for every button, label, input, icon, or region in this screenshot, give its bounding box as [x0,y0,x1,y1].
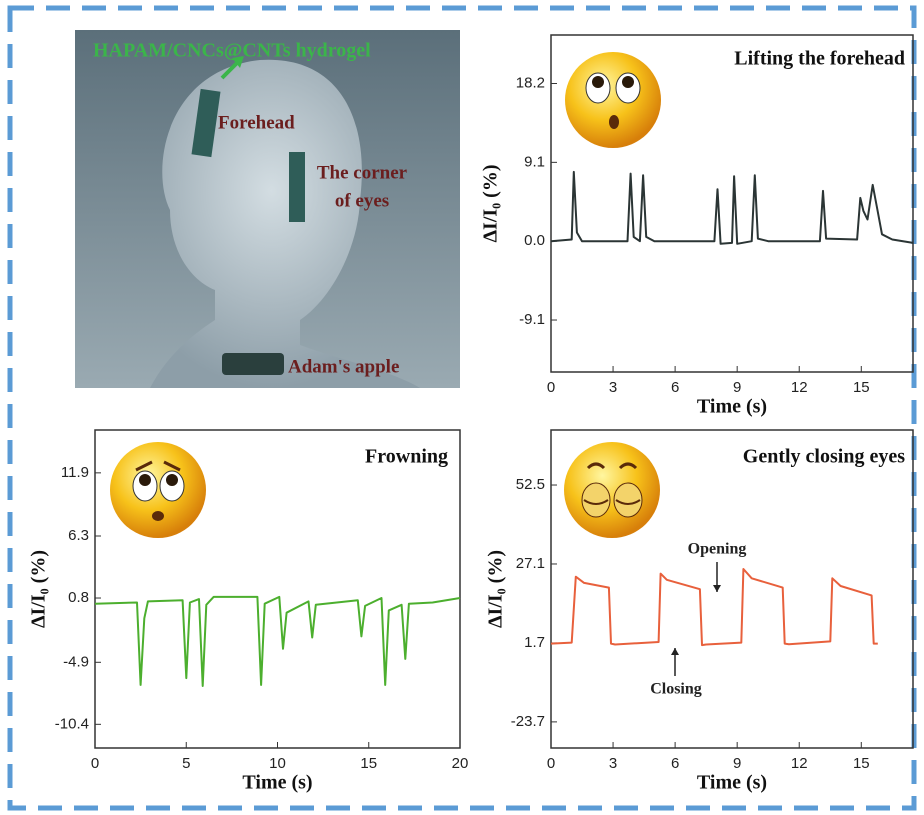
x-tick-label: 9 [733,755,741,772]
y-tick-label: 52.5 [516,476,545,493]
x-tick-label: 0 [91,755,99,772]
x-tick-label: 12 [791,379,808,396]
x-tick-label: 20 [452,755,469,772]
throat-label: Adam's apple [288,356,399,377]
annotation: Opening [688,541,747,558]
data-line [94,595,461,687]
chart-title: Gently closing eyes [743,446,905,468]
x-axis-label: Time (s) [697,396,767,418]
annotation-arrowhead [671,648,679,655]
y-tick-label: -9.1 [519,311,545,328]
x-tick-label: 0 [547,755,555,772]
data-line [550,170,914,245]
y-axis-label: ΔI/I₀ (%) [480,165,502,243]
y-tick-label: 0.0 [524,232,545,249]
frame [7,5,917,811]
x-tick-label: 15 [853,379,870,396]
plot-frame [550,34,914,373]
head-illustration: HAPAM/CNCs@CNTs hydrogel Forehead The co… [75,30,460,388]
emoji [564,442,660,538]
material-label: HAPAM/CNCs@CNTs hydrogel [93,40,371,62]
x-tick-label: 6 [671,379,679,396]
eye-label: of eyes [335,190,389,211]
x-axis-label: Time (s) [242,772,312,794]
y-tick-label: 9.1 [524,153,545,170]
forehead-label: Forehead [218,112,295,133]
x-tick-label: 0 [547,379,555,396]
chart-title: Lifting the forehead [734,48,905,70]
plot-frame [550,429,914,749]
x-tick-label: 5 [182,755,190,772]
emoji [565,52,661,148]
y-tick-label: 0.8 [68,589,89,606]
y-tick-label: 1.7 [524,634,545,651]
annotation-arrowhead [713,585,721,592]
data-line [550,568,878,647]
x-tick-label: 15 [853,755,870,772]
y-tick-label: 11.9 [61,464,89,481]
x-tick-label: 3 [609,379,617,396]
x-tick-label: 3 [609,755,617,772]
x-tick-label: 10 [269,755,286,772]
eye-label: The corner [317,162,408,183]
x-tick-label: 12 [791,755,808,772]
x-tick-label: 15 [360,755,377,772]
y-tick-label: 27.1 [516,555,545,572]
emoji [110,442,206,538]
y-tick-label: 18.2 [516,74,545,91]
y-axis-label: ΔI/I₀ (%) [485,550,507,628]
y-axis-label: ΔI/I₀ (%) [28,550,50,628]
x-tick-label: 6 [671,755,679,772]
x-axis-label: Time (s) [697,772,767,794]
chart-title: Frowning [365,446,448,468]
x-tick-label: 9 [733,379,741,396]
annotation: Closing [650,681,702,698]
y-tick-label: -23.7 [511,713,545,730]
y-tick-label: -10.4 [55,715,89,732]
y-tick-label: -4.9 [63,653,89,670]
y-tick-label: 6.3 [68,527,89,544]
